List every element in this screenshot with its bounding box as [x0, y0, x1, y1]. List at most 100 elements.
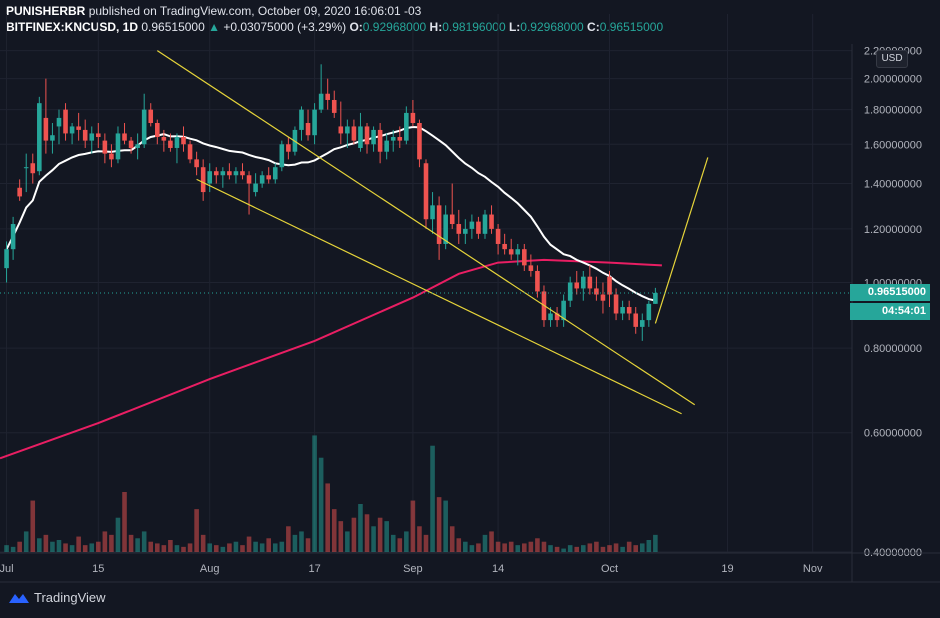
- volume-bar: [580, 545, 586, 552]
- last-price-tag: 0.96515000: [850, 283, 930, 301]
- candle-body: [109, 153, 114, 160]
- volume-bar: [286, 526, 291, 552]
- volume-bar: [567, 545, 573, 552]
- candle-body: [469, 221, 475, 229]
- candle-body: [404, 112, 409, 141]
- candle-body: [154, 123, 160, 138]
- volume-bar: [299, 531, 304, 552]
- candle-body: [554, 313, 560, 321]
- candle-body: [76, 126, 81, 130]
- x-tick-label: Oct: [601, 563, 618, 575]
- volume-bar: [430, 445, 435, 552]
- volume-bar: [128, 534, 134, 552]
- volume-bar: [279, 541, 285, 552]
- candle-body: [63, 109, 68, 134]
- x-tick-label: 19: [721, 563, 733, 575]
- brand-name: TradingView: [34, 590, 106, 605]
- y-tick-label: 1.20000000: [864, 224, 922, 236]
- candle-body: [4, 249, 9, 269]
- volume-bar: [50, 541, 55, 552]
- volume-bar: [390, 534, 396, 552]
- volume-bar: [404, 531, 409, 552]
- y-tick-label: 1.40000000: [864, 179, 922, 191]
- volume-bar: [30, 500, 36, 552]
- volume-bar: [417, 526, 422, 552]
- volume-bar: [227, 543, 232, 552]
- publish-info: PUNISHERBR published on TradingView.com,…: [6, 3, 663, 19]
- volume-bar: [194, 509, 199, 552]
- candle-body: [312, 109, 317, 136]
- change-value: +0.03075000 (+3.29%): [223, 20, 347, 34]
- candle-body: [286, 144, 291, 152]
- candle-body: [50, 135, 55, 141]
- candle-body: [240, 171, 245, 176]
- candle-body: [220, 171, 226, 176]
- volume-bar: [220, 546, 226, 552]
- candle-body: [200, 167, 206, 193]
- volume-bar: [345, 531, 350, 552]
- symbol-label[interactable]: BITFINEX:KNCUSD, 1D: [6, 20, 139, 34]
- candle-body: [430, 205, 435, 220]
- candle-body: [463, 228, 468, 234]
- volume-bar: [207, 543, 213, 552]
- candle-body: [128, 140, 134, 148]
- candle-body: [168, 140, 173, 148]
- volume-bar: [449, 526, 455, 552]
- tradingview-brand[interactable]: TradingView: [8, 590, 106, 605]
- candle-body: [30, 163, 36, 174]
- candle-body: [515, 249, 521, 255]
- y-tick-label: 1.60000000: [864, 139, 922, 151]
- candle-body: [331, 99, 337, 113]
- candle-body: [489, 214, 494, 229]
- candle-body: [122, 133, 127, 141]
- candle-body: [89, 133, 95, 141]
- candle-body: [69, 126, 75, 134]
- candle-body: [102, 140, 108, 154]
- x-tick-label: Aug: [200, 563, 220, 575]
- currency-button[interactable]: USD: [876, 50, 908, 68]
- volume-bar: [17, 541, 22, 552]
- low-value: 0.92968000: [520, 20, 584, 34]
- volume-bar: [522, 543, 527, 552]
- low-label: L:: [508, 20, 521, 34]
- high-value: 0.98196000: [442, 20, 506, 34]
- volume-bar: [10, 546, 16, 552]
- candle-body: [607, 276, 612, 295]
- candle-body: [246, 175, 252, 184]
- arrow-up-icon: ▲: [208, 20, 220, 34]
- volume-bar: [109, 534, 114, 552]
- volume-bar: [646, 540, 652, 552]
- y-tick-label: 1.80000000: [864, 105, 922, 117]
- candle-body: [115, 133, 121, 160]
- volume-bar: [115, 517, 121, 552]
- candle-body: [535, 270, 540, 292]
- high-label: H:: [429, 20, 443, 34]
- candle-body: [377, 129, 383, 152]
- trendline: [654, 157, 709, 324]
- candle-body: [561, 300, 566, 321]
- volume-bar: [587, 543, 593, 552]
- candle-body: [194, 159, 199, 168]
- candle-body: [358, 126, 363, 148]
- x-tick-label: Nov: [803, 563, 823, 575]
- volume-bar: [43, 534, 49, 552]
- volume-bar: [495, 541, 501, 552]
- candle-body: [364, 126, 370, 145]
- volume-bar: [594, 541, 599, 552]
- volume-bar: [508, 541, 514, 552]
- candle-body: [456, 224, 462, 234]
- volume-bar: [312, 435, 317, 552]
- publisher-name[interactable]: PUNISHERBR: [6, 4, 86, 18]
- candle-body: [23, 167, 29, 169]
- volume-bar: [653, 534, 658, 552]
- x-tick-label: 17: [308, 563, 320, 575]
- candle-body: [639, 320, 645, 327]
- candle-body: [338, 126, 344, 134]
- candle-body: [390, 137, 396, 141]
- volume-bar: [63, 543, 68, 552]
- candle-body: [227, 171, 232, 176]
- volume-bar: [168, 540, 173, 552]
- volume-bar: [528, 541, 534, 552]
- volume-bar: [639, 543, 645, 552]
